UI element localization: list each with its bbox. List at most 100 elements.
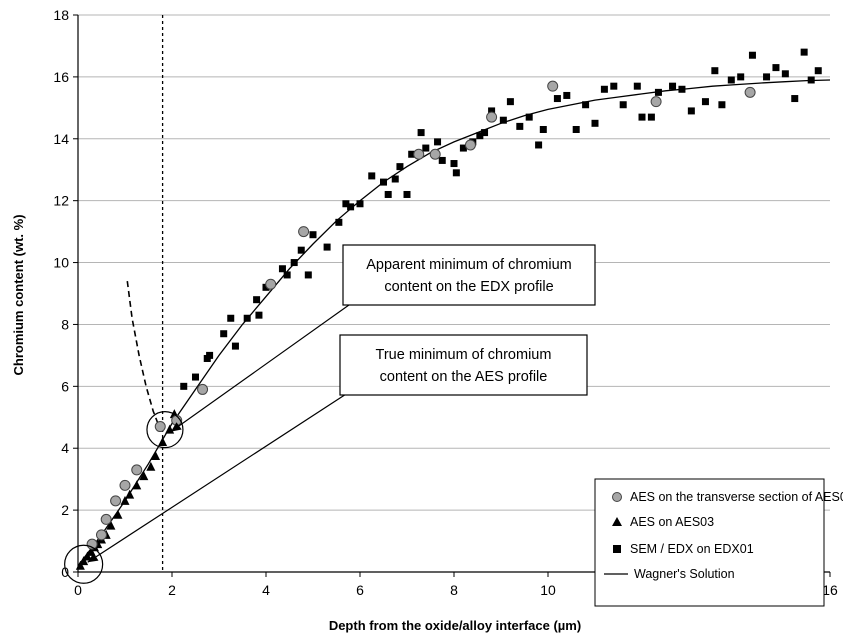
annotation-circle — [64, 544, 104, 584]
point-sem-edx — [772, 64, 780, 72]
point-sem-edx — [610, 82, 618, 90]
point-sem-edx — [290, 259, 298, 267]
point-sem-edx — [563, 91, 571, 99]
legend-marker-sem-edx — [613, 545, 621, 553]
point-sem-edx — [737, 73, 745, 81]
point-sem-edx — [678, 85, 686, 93]
point-aes-transverse — [265, 278, 277, 290]
point-sem-edx — [396, 163, 404, 171]
annotation-arrow — [170, 294, 364, 433]
point-aes-aes03 — [151, 450, 161, 460]
point-aes-aes03 — [158, 437, 168, 447]
point-aes-aes03 — [79, 556, 89, 566]
point-aes-transverse — [110, 495, 122, 507]
point-sem-edx — [791, 95, 799, 103]
point-sem-edx — [763, 73, 771, 81]
point-aes-transverse — [650, 96, 662, 108]
point-aes-transverse — [298, 226, 310, 238]
x-tick-label: 4 — [262, 582, 270, 598]
point-sem-edx — [253, 296, 261, 304]
point-sem-edx — [525, 113, 533, 121]
point-sem-edx — [553, 95, 561, 103]
point-sem-edx — [476, 132, 484, 140]
y-tick-label: 14 — [53, 131, 69, 147]
legend-label-aes-aes03: AES on AES03 — [630, 515, 714, 529]
point-sem-edx — [220, 330, 228, 338]
point-sem-edx — [687, 107, 695, 115]
point-sem-edx — [535, 141, 543, 149]
point-aes-aes03 — [146, 461, 156, 471]
point-sem-edx — [347, 203, 355, 211]
y-tick-label: 6 — [61, 378, 69, 394]
point-aes-aes03 — [125, 489, 135, 499]
point-sem-edx — [255, 311, 263, 319]
point-sem-edx — [450, 160, 458, 168]
point-sem-edx — [408, 150, 416, 158]
point-aes-aes03 — [82, 551, 92, 561]
point-sem-edx — [227, 314, 235, 322]
point-sem-edx — [380, 178, 387, 186]
annotation-arrowhead — [170, 422, 182, 432]
annotation-text: Apparent minimum of chromium — [366, 257, 572, 273]
point-aes-transverse — [413, 148, 425, 160]
point-sem-edx — [243, 314, 251, 322]
y-tick-label: 4 — [61, 440, 69, 456]
point-aes-aes03 — [120, 495, 130, 505]
point-sem-edx — [647, 113, 655, 121]
point-sem-edx — [633, 82, 641, 90]
point-sem-edx — [669, 82, 677, 90]
dashed-extrapolation-curve — [126, 280, 162, 430]
point-sem-edx — [711, 67, 719, 75]
point-sem-edx — [309, 231, 317, 239]
point-aes-aes03 — [132, 480, 142, 490]
point-aes-transverse — [429, 148, 441, 160]
point-sem-edx — [192, 373, 199, 381]
point-sem-edx — [748, 51, 756, 59]
point-sem-edx — [638, 113, 646, 121]
data-points — [75, 48, 822, 570]
point-sem-edx — [516, 122, 524, 130]
guides — [126, 15, 164, 572]
point-aes-transverse — [96, 529, 107, 541]
point-sem-edx — [417, 129, 425, 137]
point-aes-transverse — [119, 479, 131, 491]
point-aes-aes03 — [139, 471, 149, 481]
point-aes-transverse — [131, 464, 143, 476]
legend-label-wagner: Wagner's Solution — [634, 567, 735, 581]
point-sem-edx — [572, 125, 580, 133]
point-sem-edx — [368, 172, 376, 180]
point-sem-edx — [452, 169, 460, 177]
point-sem-edx — [304, 271, 312, 279]
point-sem-edx — [619, 101, 627, 109]
annotations: Apparent minimum of chromium content on t… — [64, 244, 596, 584]
point-sem-edx — [582, 101, 590, 109]
legend-box — [594, 478, 825, 607]
y-tick-label: 12 — [53, 193, 69, 209]
point-sem-edx — [180, 382, 188, 390]
point-aes-transverse — [100, 513, 112, 525]
point-sem-edx — [506, 98, 514, 106]
y-tick-label: 16 — [53, 69, 69, 85]
point-sem-edx — [701, 98, 709, 106]
annotation-arrowhead — [87, 553, 99, 563]
annotation-text: content on the EDX profile — [384, 279, 553, 295]
x-tick-label: 2 — [168, 582, 176, 598]
x-tick-label: 16 — [822, 582, 838, 598]
point-sem-edx — [422, 144, 430, 152]
point-sem-edx — [278, 265, 286, 273]
point-aes-transverse — [464, 139, 476, 151]
point-sem-edx — [262, 283, 270, 291]
point-sem-edx — [297, 246, 305, 254]
x-tick-label: 8 — [450, 582, 458, 598]
point-sem-edx — [814, 67, 822, 75]
point-sem-edx — [391, 175, 399, 183]
annotation-box — [339, 334, 588, 396]
point-aes-transverse — [547, 80, 559, 92]
point-aes-transverse — [197, 383, 209, 395]
y-tick-label: 18 — [53, 7, 69, 23]
point-sem-edx — [539, 125, 547, 133]
point-sem-edx — [654, 88, 662, 96]
legend-marker-aes-aes03 — [612, 517, 622, 526]
legend-label-aes-transverse: AES on the transverse section of AES03 — [630, 490, 843, 504]
